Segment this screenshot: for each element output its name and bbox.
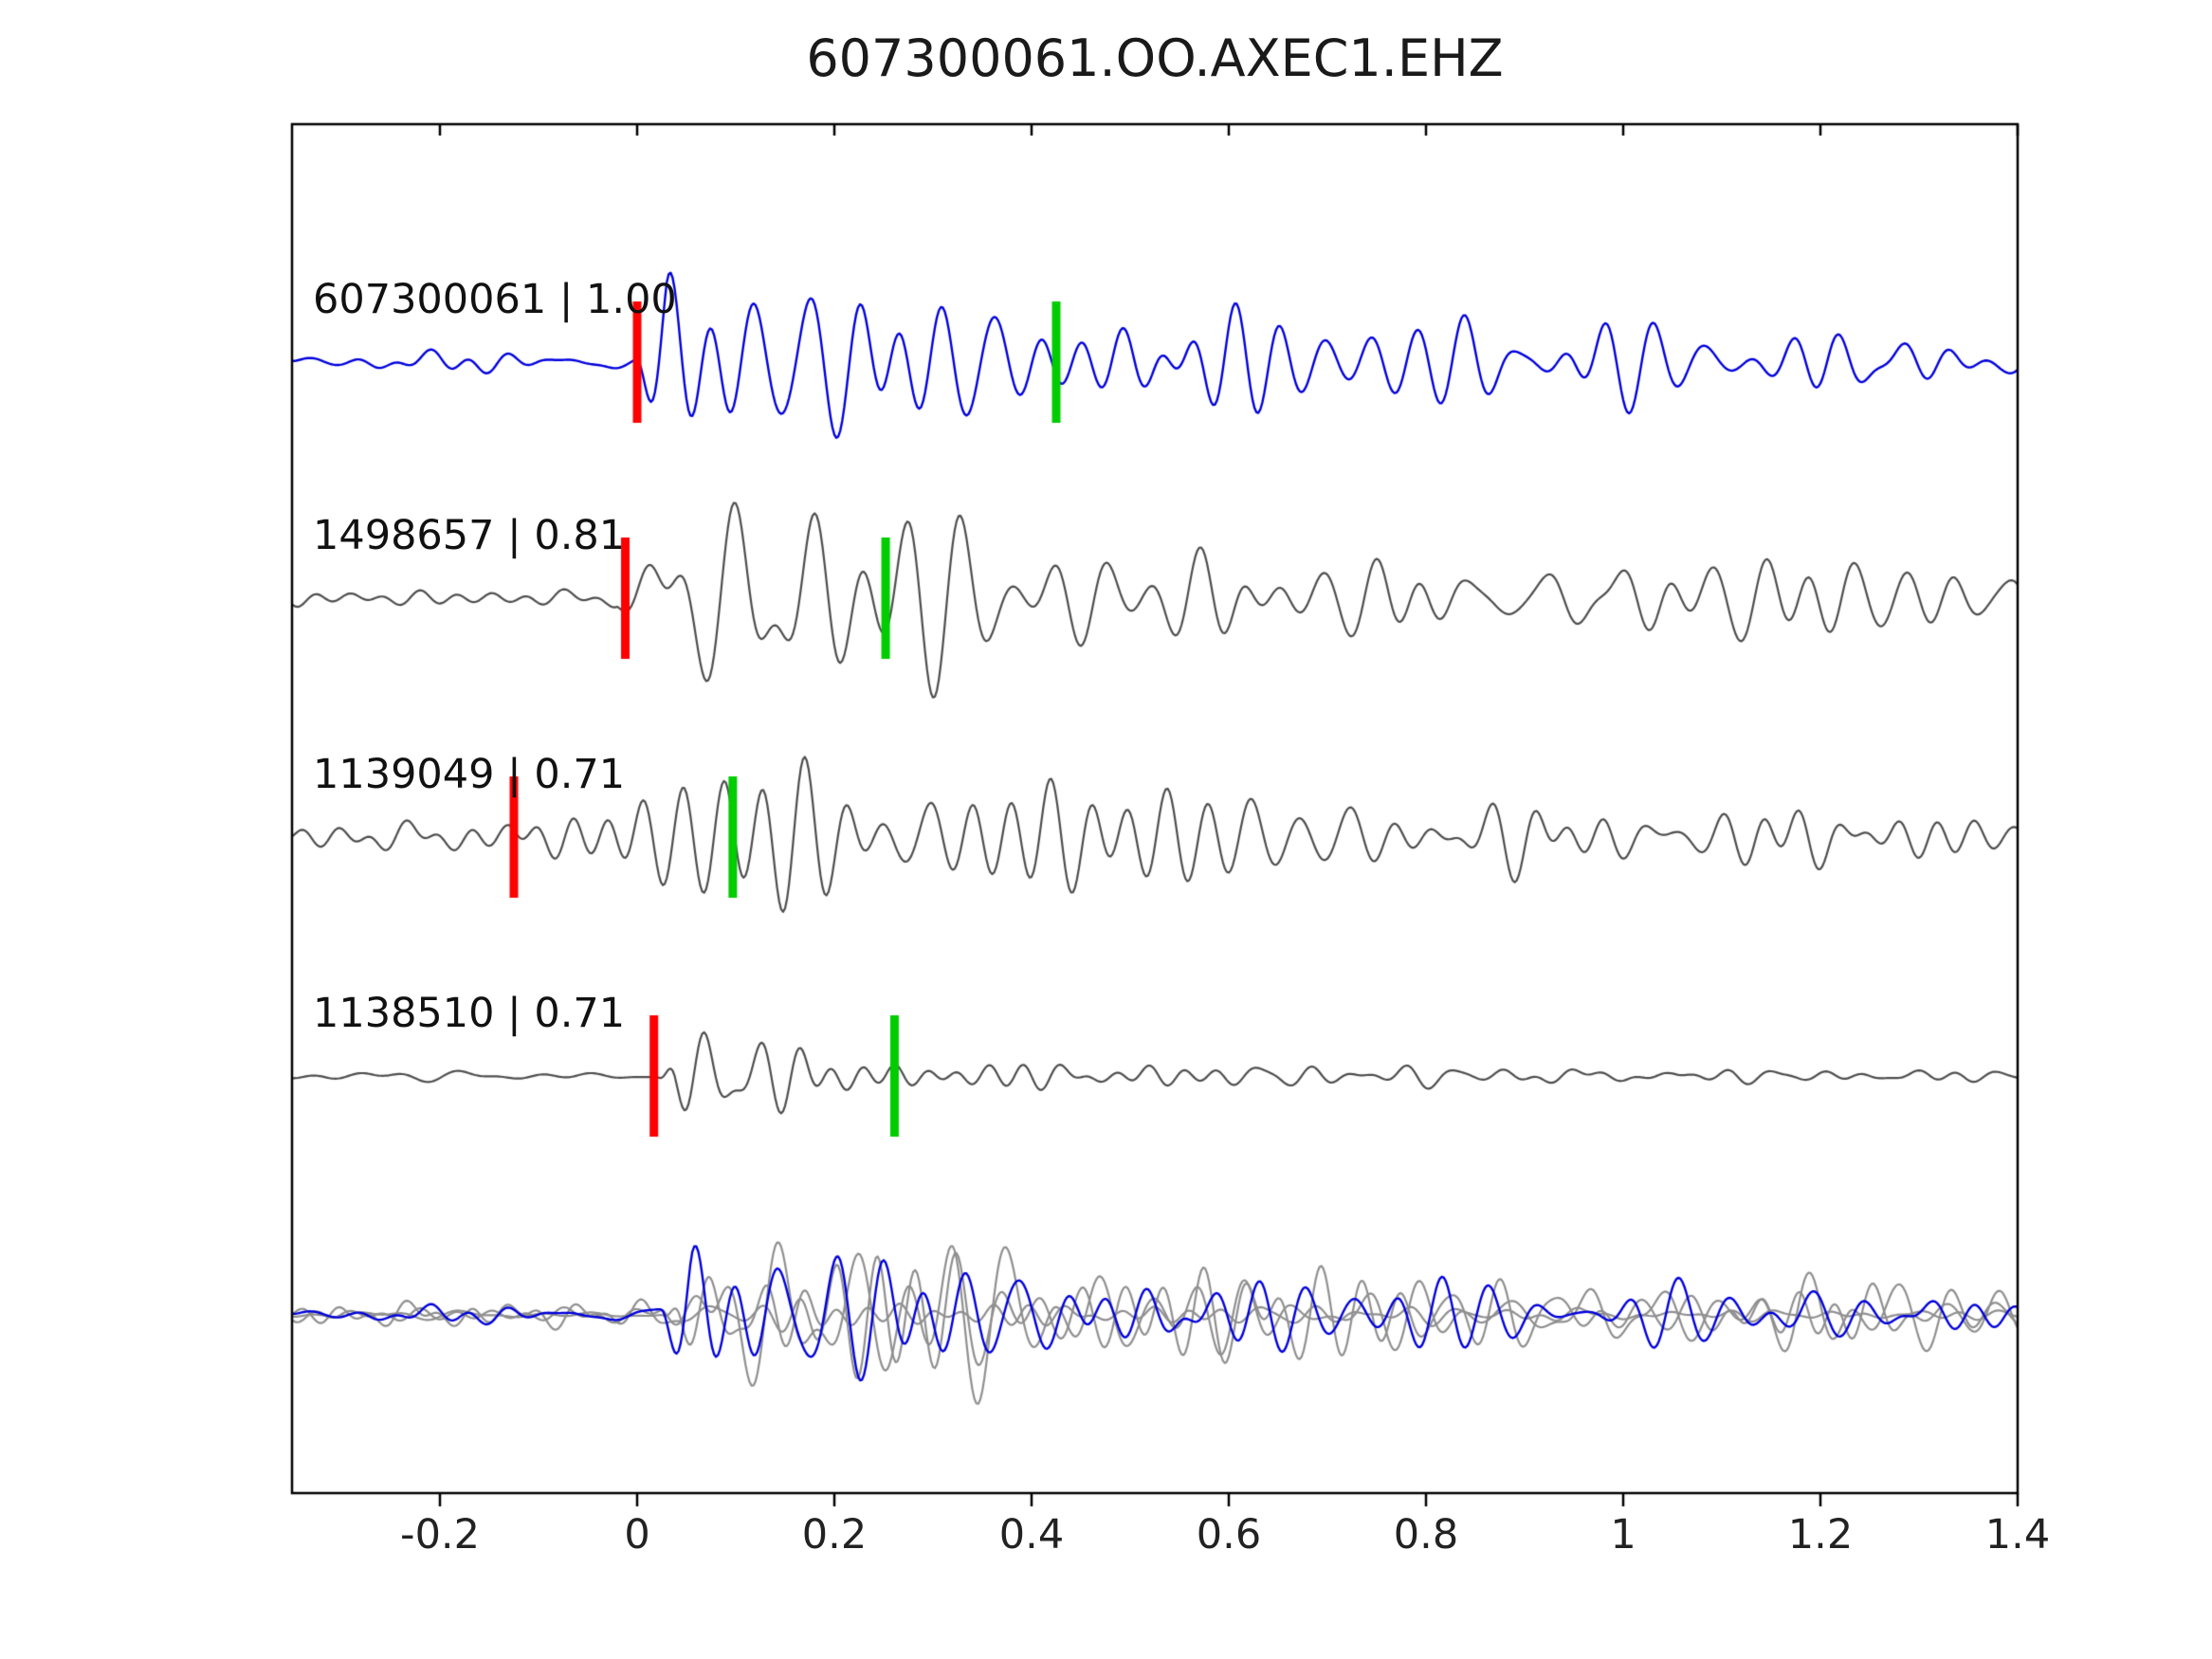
plot-title: 607300061.OO.AXEC1.EHZ — [806, 28, 1504, 88]
x-axis-tick-label: -0.2 — [400, 1511, 480, 1559]
trace-label-1139049: 1139049 | 0.71 — [313, 751, 626, 798]
x-axis-tick-label: 1 — [1610, 1511, 1636, 1559]
x-axis-tick-label: 1.2 — [1787, 1511, 1854, 1559]
x-axis-tick-label: 0.2 — [801, 1511, 868, 1559]
x-axis-tick-label: 0 — [624, 1511, 650, 1559]
trace-label-1138510: 1138510 | 0.71 — [313, 990, 626, 1037]
x-axis-tick-label: 1.4 — [1984, 1511, 2051, 1559]
x-axis-tick-label: 0.6 — [1196, 1511, 1262, 1559]
x-axis-tick-label: 0.4 — [998, 1511, 1065, 1559]
trace-label-1498657: 1498657 | 0.81 — [313, 512, 626, 559]
trace-label-607300061: 607300061 | 1.00 — [313, 276, 677, 323]
x-axis-tick-label: 0.8 — [1393, 1511, 1459, 1559]
